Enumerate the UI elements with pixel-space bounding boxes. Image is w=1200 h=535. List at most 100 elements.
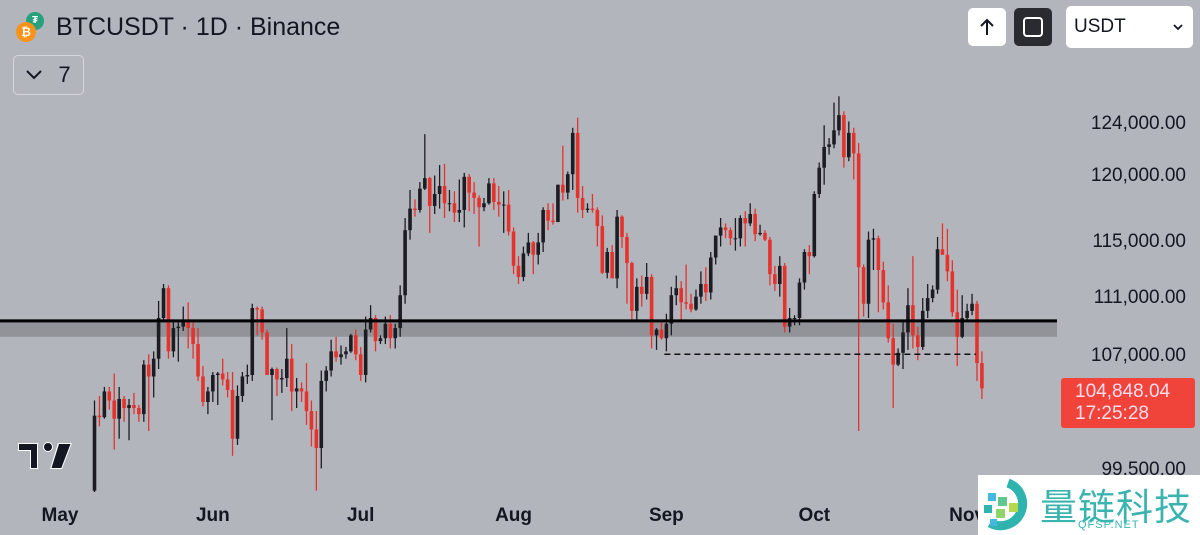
candle (250, 303, 255, 381)
candle (600, 215, 605, 275)
candle (595, 207, 600, 247)
candle (654, 328, 659, 350)
candle-body (398, 295, 402, 329)
tradingview-logo-icon[interactable] (18, 441, 74, 471)
candle (442, 163, 447, 218)
candle-body (847, 132, 851, 158)
candle-body (250, 308, 255, 375)
candle (181, 306, 186, 331)
candle-body (595, 209, 600, 227)
candle (462, 172, 467, 228)
candle (511, 227, 516, 275)
candle-body (161, 288, 166, 319)
symbol-header[interactable]: ₮ ₿ BTCUSDT · 1D · Binance (14, 10, 340, 44)
candle-body (186, 320, 190, 329)
candle-body (112, 400, 117, 419)
candle (472, 182, 476, 214)
candle-body (792, 318, 797, 320)
candle-body (856, 153, 861, 268)
btc-coin-icon: ₿ (16, 22, 36, 42)
candle (659, 319, 664, 340)
candle-body (329, 351, 333, 371)
candle (906, 288, 910, 350)
candle (482, 197, 486, 212)
candle (561, 145, 565, 201)
fullscreen-button[interactable] (1014, 8, 1052, 46)
candle (146, 354, 151, 431)
candle (368, 305, 373, 333)
price-tick-label: 120,000.00 (1090, 164, 1186, 186)
candle (299, 382, 304, 402)
candle-body (827, 144, 831, 147)
candle-body (763, 232, 767, 240)
candle-body (211, 374, 215, 392)
candle-body (383, 323, 388, 339)
candle (585, 203, 590, 213)
candle (151, 351, 156, 398)
candle (635, 278, 639, 323)
candle (901, 320, 905, 370)
candle-body (605, 252, 610, 273)
candle (610, 245, 614, 279)
candle-body (137, 408, 141, 415)
price-tick-label: 124,000.00 (1090, 112, 1186, 134)
candle (827, 137, 831, 155)
candle-body (127, 405, 131, 409)
month-tick-label: Oct (798, 505, 831, 526)
candle (196, 328, 200, 381)
indicators-toggle-button[interactable]: 7 (13, 55, 84, 95)
candle (965, 303, 969, 321)
candle (171, 319, 176, 358)
candle-body (284, 358, 289, 378)
candle (832, 102, 836, 149)
candle (679, 281, 683, 323)
month-tick-label: Jun (195, 505, 230, 526)
candle-body (294, 388, 299, 392)
candle (763, 230, 767, 242)
candle (980, 351, 984, 399)
symbol-title: BTCUSDT · 1D · Binance (56, 12, 341, 41)
currency-select[interactable]: USDT (1066, 6, 1193, 48)
candle-body (704, 283, 708, 293)
candle (215, 372, 220, 406)
candle (492, 178, 496, 210)
candle-body (896, 352, 900, 365)
candle (837, 96, 841, 136)
candle-body (97, 415, 102, 418)
watermark-logo-icon (984, 478, 1028, 531)
candle-body (122, 398, 126, 409)
candle-body (107, 391, 112, 401)
candle-body (940, 249, 945, 255)
candle-body (975, 303, 979, 364)
candle (107, 386, 112, 410)
share-button[interactable] (968, 8, 1006, 46)
candle-body (255, 308, 259, 310)
indicators-count: 7 (58, 62, 71, 87)
candle-body (556, 184, 560, 223)
candle-body (132, 405, 136, 409)
candle-body (230, 389, 235, 439)
candle (501, 191, 506, 233)
candle-body (674, 288, 679, 296)
candle (117, 386, 121, 439)
candle (940, 223, 945, 255)
candle (615, 209, 619, 289)
candle-body (171, 328, 176, 352)
candle (590, 193, 595, 213)
candle (339, 345, 343, 365)
candle (437, 165, 442, 209)
candle-body (669, 295, 674, 324)
candle-body (625, 236, 629, 264)
candle (930, 285, 935, 303)
candle (132, 392, 136, 415)
candle-body (215, 373, 220, 375)
candle-body (945, 254, 950, 272)
candle (733, 217, 738, 251)
candle-body (240, 376, 245, 396)
candle (477, 195, 481, 247)
candle-body (842, 115, 846, 158)
candle (950, 260, 955, 317)
candle (891, 323, 895, 409)
candle-body (590, 208, 595, 210)
